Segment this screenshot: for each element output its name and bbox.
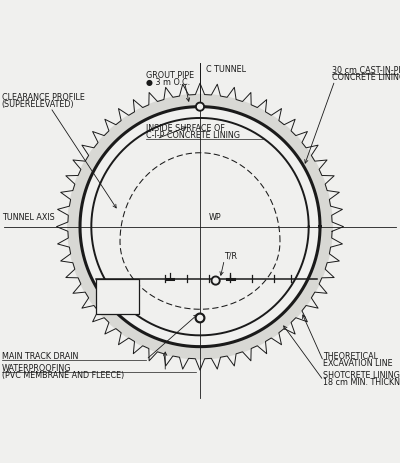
- Text: C-I-P CONCRETE LINING: C-I-P CONCRETE LINING: [146, 131, 240, 139]
- Text: (SUPERELEVATED): (SUPERELEVATED): [2, 99, 74, 108]
- Text: WP: WP: [209, 212, 221, 221]
- Polygon shape: [80, 107, 320, 347]
- Text: CONCRETE LINING: CONCRETE LINING: [332, 73, 400, 82]
- Text: (PVC MEMBRANE AND FLEECE): (PVC MEMBRANE AND FLEECE): [2, 370, 124, 379]
- Text: 30 cm CAST-IN-PLACE: 30 cm CAST-IN-PLACE: [332, 66, 400, 75]
- Text: SHOTCRETE LINING: SHOTCRETE LINING: [324, 370, 400, 379]
- Circle shape: [195, 313, 205, 323]
- Text: CLEARANCE PROFILE: CLEARANCE PROFILE: [2, 92, 85, 101]
- Polygon shape: [68, 95, 332, 359]
- Circle shape: [211, 276, 220, 285]
- Circle shape: [213, 279, 218, 283]
- Circle shape: [196, 103, 204, 112]
- Bar: [96, 279, 139, 314]
- Text: C TUNNEL: C TUNNEL: [206, 65, 246, 74]
- Text: MAIN TRACK DRAIN: MAIN TRACK DRAIN: [2, 351, 78, 360]
- Text: T/R: T/R: [224, 251, 237, 260]
- Circle shape: [198, 105, 202, 110]
- Text: GROUT PIPE: GROUT PIPE: [146, 71, 194, 80]
- Text: THEORETICAL: THEORETICAL: [324, 351, 378, 360]
- Circle shape: [197, 316, 203, 321]
- Text: ● 3 m O.C.: ● 3 m O.C.: [146, 78, 190, 87]
- Text: EXCAVATION LINE: EXCAVATION LINE: [324, 358, 393, 367]
- Text: TUNNEL AXIS: TUNNEL AXIS: [2, 212, 54, 221]
- Text: 18 cm MIN. THICKNESS: 18 cm MIN. THICKNESS: [324, 377, 400, 386]
- Text: INSIDE SURFACE OF: INSIDE SURFACE OF: [146, 124, 225, 132]
- Text: WATERPROOFING: WATERPROOFING: [2, 363, 71, 372]
